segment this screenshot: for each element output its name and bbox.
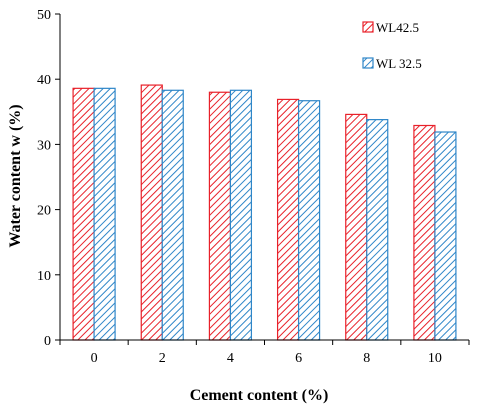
legend-label: WL42.5 bbox=[376, 20, 419, 35]
x-tick-label: 4 bbox=[227, 351, 234, 366]
bar-wl-32-5-6 bbox=[297, 100, 321, 341]
y-axis-title: Water content w (%) bbox=[7, 104, 24, 247]
x-tick-label: 2 bbox=[159, 351, 166, 366]
bar-wl42-5-4 bbox=[208, 91, 232, 341]
bar-wl42-5-6 bbox=[276, 98, 300, 341]
y-tick-label: 30 bbox=[37, 138, 51, 153]
x-axis-title: Cement content (%) bbox=[190, 387, 329, 404]
legend-label: WL 32.5 bbox=[376, 56, 422, 71]
bar-wl-32-5-0 bbox=[93, 87, 116, 341]
legend-swatch bbox=[362, 21, 374, 33]
x-tick-label: 6 bbox=[295, 351, 302, 366]
bars-layer bbox=[72, 84, 457, 341]
legend-swatch bbox=[362, 57, 374, 69]
y-tick-label: 40 bbox=[37, 73, 51, 88]
x-tick-label: 10 bbox=[428, 351, 442, 366]
legend: WL42.5 WL 32.5 bbox=[362, 20, 422, 71]
bar-wl-32-5-10 bbox=[434, 131, 457, 341]
ticks-layer: 0 10 20 30 40 50 0 2 4 6 8 10 bbox=[37, 8, 470, 366]
bar-wl42-5-2 bbox=[140, 84, 163, 341]
bar-wl42-5-0 bbox=[72, 87, 95, 341]
x-tick-label: 8 bbox=[363, 351, 370, 366]
y-tick-label: 0 bbox=[44, 334, 51, 349]
bar-wl-32-5-8 bbox=[366, 119, 389, 341]
bar-wl42-5-8 bbox=[345, 113, 368, 341]
y-tick-label: 10 bbox=[37, 269, 51, 284]
bar-wl-32-5-2 bbox=[161, 89, 184, 341]
y-tick-label: 50 bbox=[37, 8, 51, 23]
bar-wl42-5-10 bbox=[413, 124, 436, 341]
bar-wl-32-5-4 bbox=[229, 89, 253, 341]
x-tick-label: 0 bbox=[91, 351, 98, 366]
y-tick-label: 20 bbox=[37, 204, 51, 219]
